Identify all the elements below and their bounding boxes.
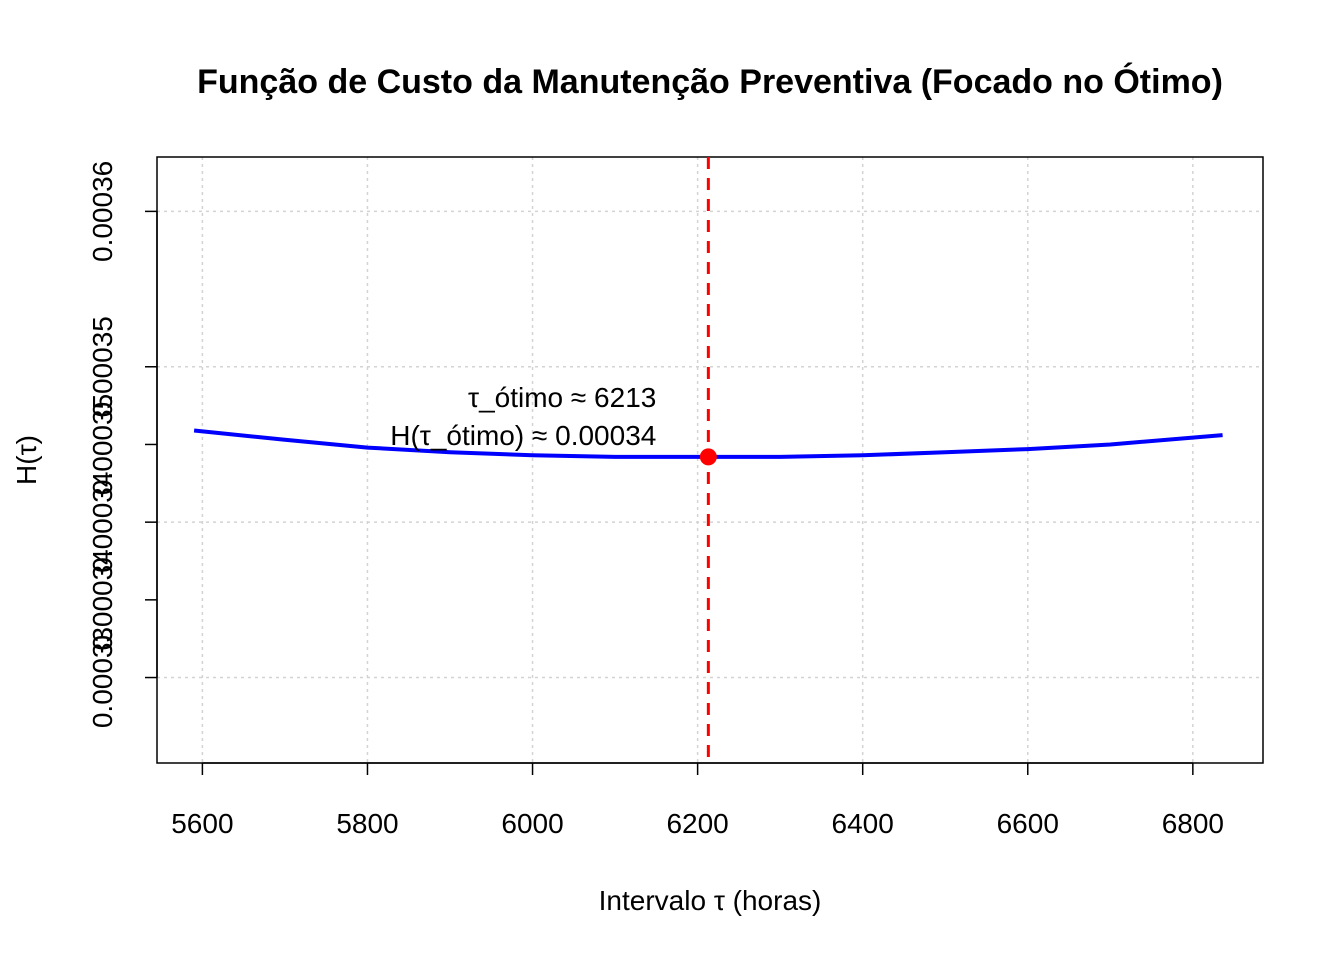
x-tick-label: 6400 — [832, 808, 894, 839]
x-tick-label: 6600 — [997, 808, 1059, 839]
annotation-tau-optimo: τ_ótimo ≈ 6213 — [468, 382, 656, 413]
x-tick-label: 5800 — [336, 808, 398, 839]
optimum-point — [699, 448, 717, 466]
series-layer — [193, 157, 1223, 763]
y-tick-label: 0.00036 — [87, 161, 118, 262]
y-tick-label: 0.00035 — [87, 394, 118, 495]
x-tick-label: 5600 — [171, 808, 233, 839]
y-tick-label: 0.00035 — [87, 316, 118, 417]
x-tick-label: 6200 — [666, 808, 728, 839]
x-axis: 5600 5800 6000 6200 6400 6600 6800 — [171, 762, 1224, 839]
annotations: τ_ótimo ≈ 6213 H(τ_ótimo) ≈ 0.00034 — [390, 382, 656, 451]
x-axis-label: Intervalo τ (horas) — [599, 885, 822, 916]
annotation-h-optimo: H(τ_ótimo) ≈ 0.00034 — [390, 420, 656, 451]
y-tick-label: 0.00034 — [87, 549, 118, 650]
chart-title: Função de Custo da Manutenção Preventiva… — [197, 63, 1223, 101]
grid — [157, 157, 1263, 763]
y-axis-label: H(τ) — [11, 435, 42, 485]
x-tick-label: 6800 — [1162, 808, 1224, 839]
x-tick-label: 6000 — [501, 808, 563, 839]
y-tick-label: 0.00033 — [87, 627, 118, 728]
y-axis: 0.000330.000340.000340.000350.000350.000… — [87, 161, 158, 728]
y-tick-label: 0.00034 — [87, 472, 118, 573]
